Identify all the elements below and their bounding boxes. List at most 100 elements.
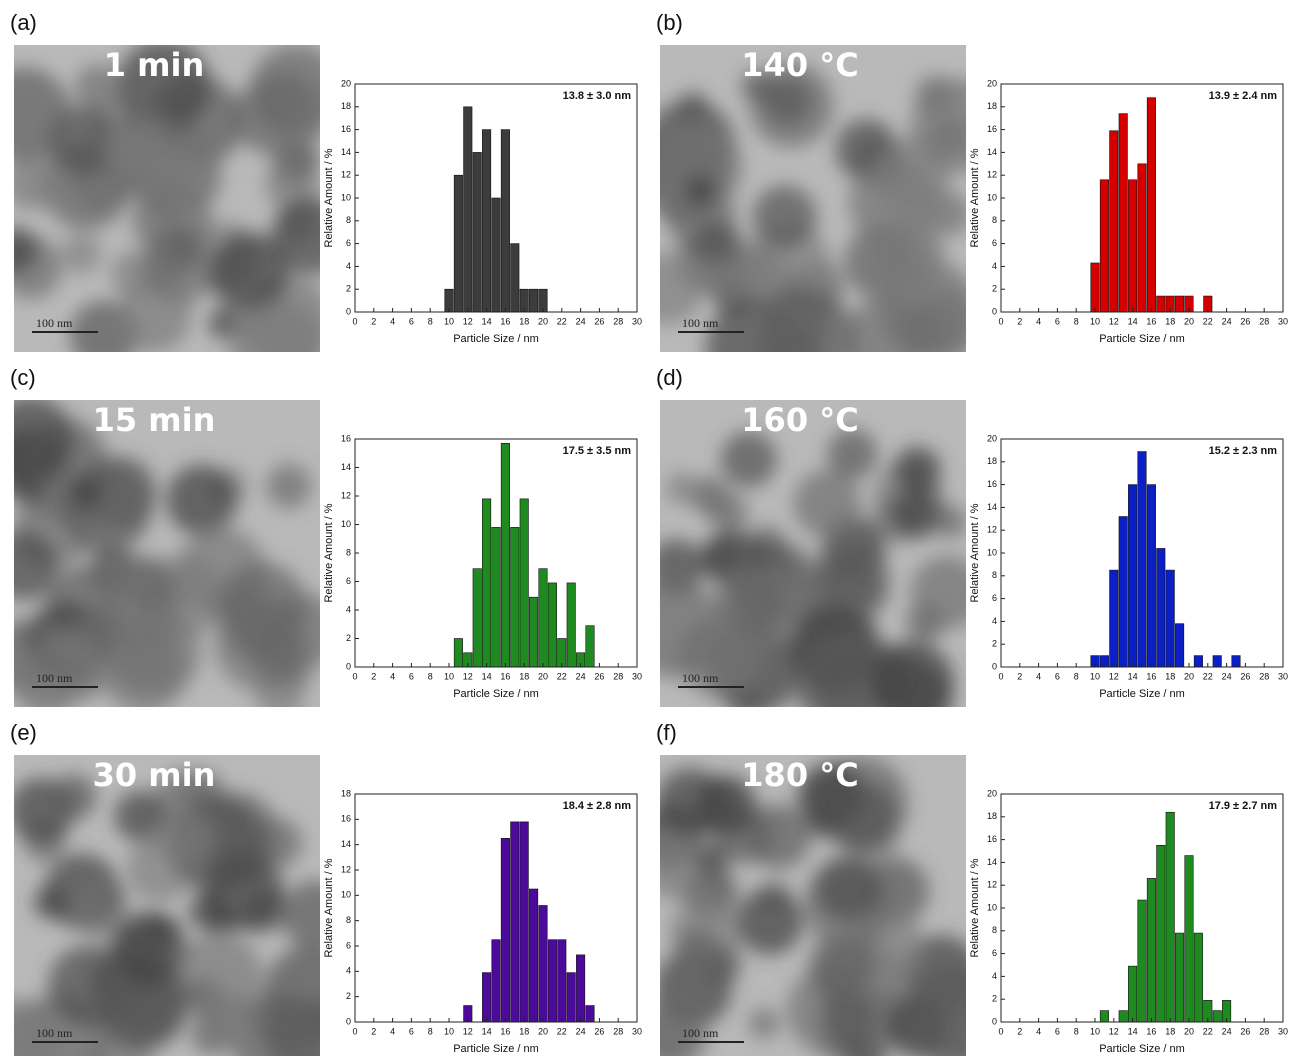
- bar: [500, 442, 510, 668]
- x-tick-label: 26: [1240, 1026, 1250, 1036]
- particle-cluster: [675, 927, 722, 975]
- tem-image: 160 °C 100 nm: [660, 400, 966, 707]
- y-tick-label: 8: [992, 215, 997, 225]
- bar: [1193, 655, 1203, 668]
- y-tick-label: 0: [992, 1016, 997, 1026]
- y-tick-label: 12: [987, 880, 997, 890]
- particle-cluster: [808, 933, 875, 999]
- x-tick-label: 20: [538, 316, 548, 326]
- x-tick-label: 14: [482, 671, 492, 681]
- x-tick-label: 30: [1278, 671, 1288, 681]
- x-tick-label: 26: [1240, 671, 1250, 681]
- bar: [510, 527, 520, 668]
- x-tick-label: 8: [1074, 671, 1079, 681]
- x-tick-label: 20: [538, 1026, 548, 1036]
- x-tick-label: 22: [557, 316, 567, 326]
- y-tick-label: 14: [341, 839, 351, 849]
- x-tick-label: 20: [1184, 316, 1194, 326]
- y-tick-label: 2: [346, 284, 351, 294]
- tem-image: 180 °C 100 nm: [660, 755, 966, 1056]
- particle-cluster: [827, 781, 898, 852]
- particle-cluster: [870, 641, 955, 707]
- x-tick-label: 24: [576, 1026, 586, 1036]
- x-tick-label: 6: [1055, 671, 1060, 681]
- x-tick-label: 8: [428, 1026, 433, 1036]
- annotation: 17.9 ± 2.7 nm: [1209, 800, 1278, 812]
- particle-cluster: [208, 307, 241, 340]
- bar: [1184, 855, 1194, 1023]
- annotation: 18.4 ± 2.8 nm: [563, 800, 632, 812]
- y-tick-label: 20: [987, 788, 997, 798]
- bar: [510, 243, 520, 313]
- x-tick-label: 10: [444, 1026, 454, 1036]
- y-tick-label: 18: [987, 811, 997, 821]
- x-tick-label: 14: [482, 316, 492, 326]
- x-tick-label: 18: [1165, 671, 1175, 681]
- y-tick-label: 0: [992, 661, 997, 671]
- annotation: 13.9 ± 2.4 nm: [1209, 90, 1278, 102]
- y-tick-label: 4: [992, 971, 997, 981]
- image-label: 180 °C: [741, 756, 858, 794]
- y-tick-label: 0: [346, 1016, 351, 1026]
- x-tick-label: 22: [1203, 1026, 1213, 1036]
- y-tick-label: 10: [987, 902, 997, 912]
- y-axis-label: Relative Amount / %: [969, 858, 981, 957]
- x-tick-label: 16: [1146, 671, 1156, 681]
- x-tick-label: 30: [1278, 316, 1288, 326]
- scale-bar-label: 100 nm: [682, 671, 719, 685]
- x-tick-label: 8: [428, 316, 433, 326]
- scale-bar-label: 100 nm: [36, 1026, 73, 1040]
- y-tick-label: 0: [992, 306, 997, 316]
- bar: [1212, 1010, 1222, 1023]
- particle-cluster: [14, 226, 38, 273]
- particle-cluster: [61, 233, 102, 274]
- x-tick-label: 12: [1109, 316, 1119, 326]
- annotation: 17.5 ± 3.5 nm: [563, 445, 632, 457]
- bar: [529, 596, 539, 668]
- x-tick-label: 20: [538, 671, 548, 681]
- y-tick-label: 12: [341, 864, 351, 874]
- annotation: 13.8 ± 3.0 nm: [563, 90, 632, 102]
- y-tick-label: 4: [346, 261, 351, 271]
- x-tick-label: 0: [352, 671, 357, 681]
- y-tick-label: 18: [341, 788, 351, 798]
- particle-cluster: [694, 219, 741, 266]
- particle-cluster: [74, 64, 122, 112]
- bar: [1146, 878, 1156, 1023]
- tem-image: 30 min 100 nm: [14, 755, 320, 1056]
- y-tick-label: 2: [992, 284, 997, 294]
- x-tick-label: 2: [1017, 316, 1022, 326]
- particle-cluster: [695, 841, 730, 876]
- bar: [1128, 179, 1138, 313]
- x-tick-label: 0: [352, 316, 357, 326]
- panel-label: (c): [10, 365, 36, 390]
- x-tick-label: 12: [1109, 1026, 1119, 1036]
- x-tick-label: 0: [998, 1026, 1003, 1036]
- bar: [538, 905, 548, 1023]
- y-tick-label: 4: [992, 616, 997, 626]
- y-tick-label: 16: [341, 124, 351, 134]
- particle-cluster: [59, 461, 152, 554]
- x-tick-label: 26: [594, 1026, 604, 1036]
- bar: [1165, 811, 1175, 1023]
- bar: [1156, 845, 1166, 1023]
- x-tick-label: 4: [1036, 671, 1041, 681]
- particle-cluster: [174, 932, 264, 1022]
- x-tick-label: 28: [1259, 316, 1269, 326]
- bar: [1156, 295, 1166, 313]
- x-tick-label: 16: [1146, 1026, 1156, 1036]
- particle-cluster: [249, 45, 320, 138]
- y-tick-label: 2: [992, 994, 997, 1004]
- x-tick-label: 4: [390, 671, 395, 681]
- particle-cluster: [281, 880, 320, 949]
- bar: [557, 638, 567, 668]
- y-tick-label: 6: [992, 948, 997, 958]
- particle-cluster: [112, 608, 201, 697]
- y-tick-label: 12: [987, 525, 997, 535]
- particles: [660, 429, 966, 707]
- x-tick-label: 2: [371, 671, 376, 681]
- particle-cluster: [190, 1012, 234, 1056]
